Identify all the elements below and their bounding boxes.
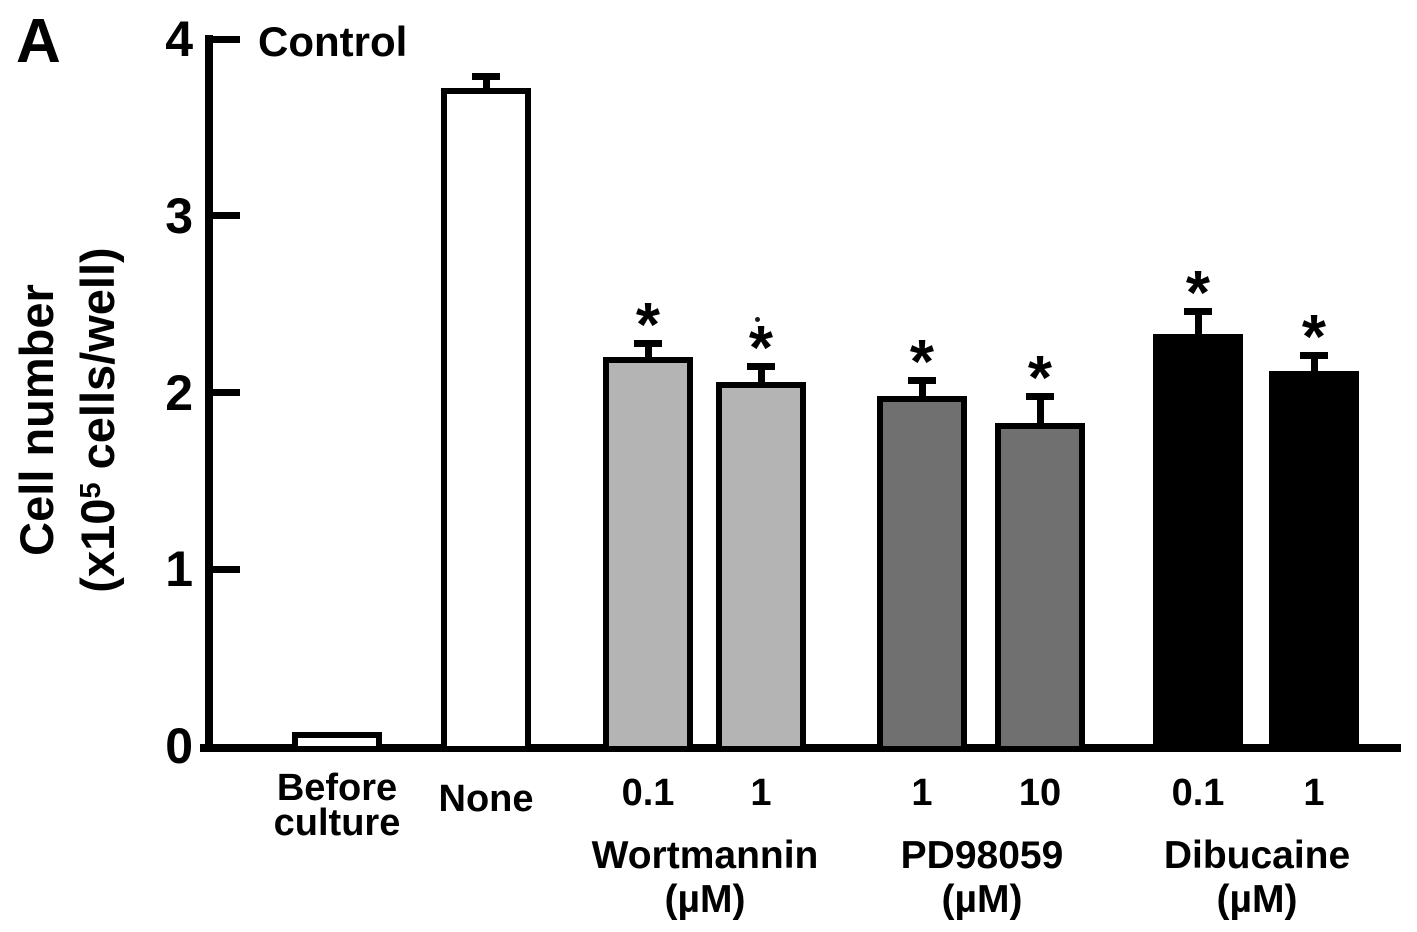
group-name: Wortmannin xyxy=(591,834,819,877)
error-bar-stem xyxy=(757,365,765,386)
x-tick-label: 10 xyxy=(1018,772,1062,814)
significance-asterisk: * xyxy=(635,291,661,360)
x-tick-label: 0.1 xyxy=(1171,772,1225,814)
x-tick-label: None xyxy=(438,778,534,820)
group-name: Dibucaine xyxy=(1163,834,1351,877)
significance-asterisk: * xyxy=(1185,259,1211,329)
x-tick-label: 1 xyxy=(1303,772,1325,814)
error-bar-stem xyxy=(1036,396,1044,427)
y-tick-mark xyxy=(213,35,240,43)
y-axis-line xyxy=(205,35,213,752)
y-tick-label: 1 xyxy=(165,541,193,598)
y-tick-label: 3 xyxy=(165,187,193,244)
error-bar-cap xyxy=(1026,393,1054,401)
bar xyxy=(292,731,382,752)
group-label: Wortmannin (µM) xyxy=(545,834,865,922)
bar xyxy=(1269,371,1359,752)
error-bar-cap xyxy=(1300,352,1328,360)
group-label: PD98059 (µM) xyxy=(822,834,1142,922)
bar xyxy=(716,381,806,752)
bar xyxy=(877,396,967,752)
bar xyxy=(995,422,1085,752)
chart-title: Control xyxy=(258,18,408,65)
error-bar-stem xyxy=(1194,311,1202,339)
panel-label: A xyxy=(16,7,61,76)
y-tick-label: 4 xyxy=(165,11,193,67)
x-tick-label: 1 xyxy=(911,772,933,814)
y-axis-label-superscript: 5 xyxy=(75,482,107,499)
error-bar-cap xyxy=(1184,308,1212,316)
significance-asterisk: * xyxy=(1301,303,1327,373)
significance-asterisk: * xyxy=(748,313,774,383)
significance-asterisk: * xyxy=(909,328,935,398)
ink-speck-artifact xyxy=(755,317,760,322)
error-bar-stem xyxy=(918,380,926,401)
y-tick-label: 0 xyxy=(165,718,193,774)
error-bar-cap xyxy=(472,73,500,81)
error-bar-stem xyxy=(644,343,652,362)
group-label: Dibucaine (µM) xyxy=(1097,834,1417,922)
x-tick-label: 0.1 xyxy=(621,772,675,814)
error-bar-stem xyxy=(482,76,490,93)
x-tick-label: Before culture xyxy=(273,767,401,844)
group-unit: (µM) xyxy=(941,878,1023,921)
bar xyxy=(441,88,531,752)
error-bar-cap xyxy=(634,340,662,347)
error-bar-cap xyxy=(747,362,775,370)
error-bar-cap xyxy=(908,377,936,385)
error-bar-stem xyxy=(1310,355,1318,376)
significance-asterisk: * xyxy=(1027,344,1053,414)
x-tick-label: 1 xyxy=(750,772,772,814)
y-tick-mark xyxy=(213,389,240,396)
bar xyxy=(603,357,693,752)
y-tick-mark xyxy=(213,565,240,573)
group-unit: (µM) xyxy=(1216,878,1298,921)
group-unit: (µM) xyxy=(664,878,746,921)
y-axis-label-line1: Cell number xyxy=(10,284,63,556)
bar xyxy=(1153,334,1243,752)
y-tick-label: 2 xyxy=(165,364,193,421)
group-name: PD98059 xyxy=(900,834,1064,877)
y-tick-mark xyxy=(213,212,240,220)
